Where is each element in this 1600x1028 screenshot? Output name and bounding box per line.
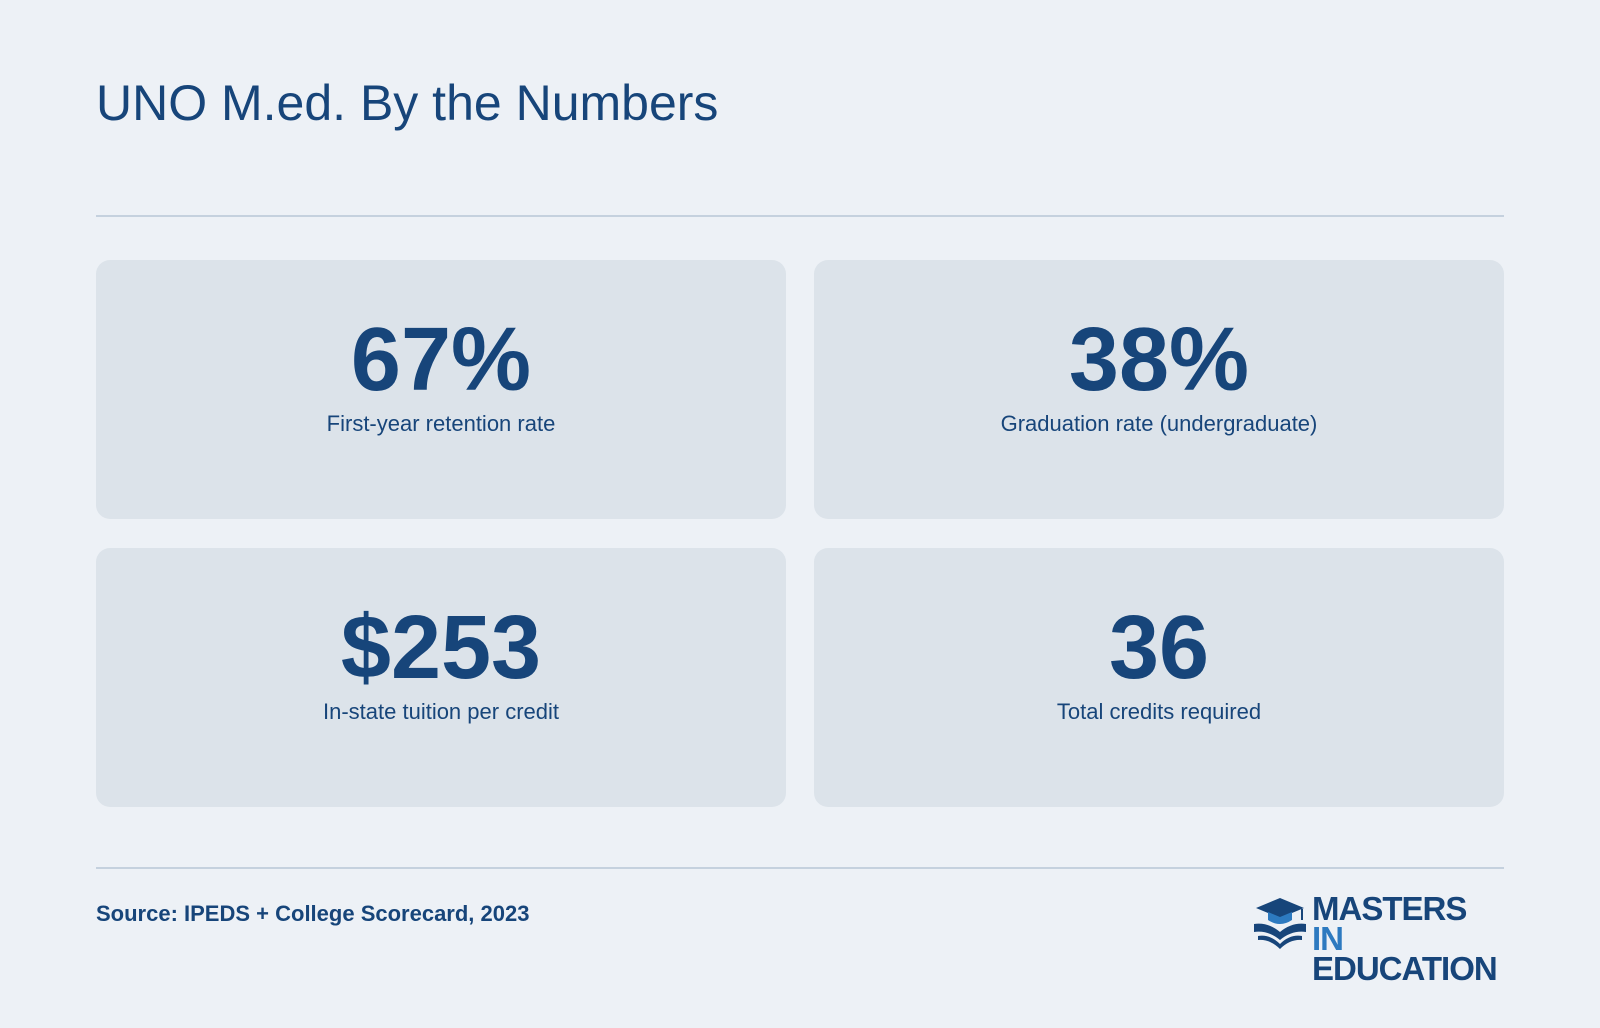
stat-value: 67% bbox=[350, 310, 532, 410]
divider bbox=[96, 215, 1504, 217]
logo[interactable]: MASTERS IN EDUCATION bbox=[1252, 892, 1504, 985]
logo-word: EDUCATION bbox=[1312, 950, 1498, 987]
logo-word: MASTERS bbox=[1312, 890, 1467, 927]
stat-label: Graduation rate (undergraduate) bbox=[1000, 411, 1318, 436]
logo-icon bbox=[1254, 898, 1306, 949]
stat-card: 38% Graduation rate (undergraduate) bbox=[814, 260, 1504, 519]
page-title: UNO M.ed. By the Numbers bbox=[96, 75, 719, 131]
source-note: Source: IPEDS + College Scorecard, 2023 bbox=[96, 901, 530, 926]
stat-label: First-year retention rate bbox=[326, 411, 556, 436]
stat-card: 67% First-year retention rate bbox=[96, 260, 786, 519]
stat-label: In-state tuition per credit bbox=[322, 699, 559, 724]
stat-label: Total credits required bbox=[1056, 699, 1262, 724]
logo-accent: IN bbox=[1312, 920, 1344, 957]
divider bbox=[96, 867, 1504, 869]
stat-value: 36 bbox=[1108, 598, 1210, 698]
stat-card: $253 In-state tuition per credit bbox=[96, 548, 786, 807]
logo-text: MASTERS IN EDUCATION bbox=[1312, 892, 1504, 987]
stat-card: 36 Total credits required bbox=[814, 548, 1504, 807]
stat-value: $253 bbox=[340, 598, 542, 698]
stat-value: 38% bbox=[1068, 310, 1250, 410]
